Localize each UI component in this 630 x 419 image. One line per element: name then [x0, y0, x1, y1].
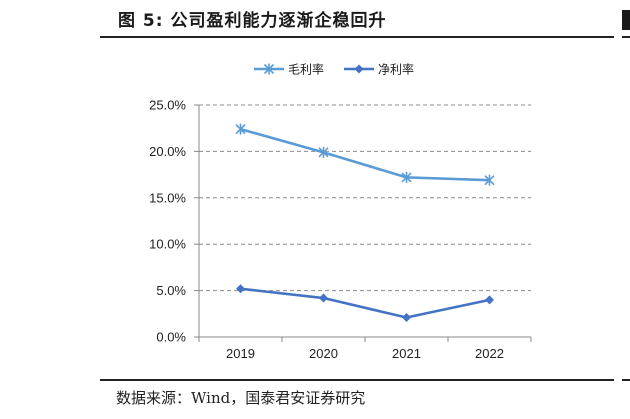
data-point	[402, 313, 411, 323]
source-note: 数据来源：Wind，国泰君安证券研究	[116, 389, 366, 407]
x-tick-label: 2022	[475, 346, 504, 361]
legend-marker	[263, 63, 275, 75]
source-divider	[100, 379, 614, 381]
data-point	[319, 293, 328, 303]
y-tick-label: 5.0%	[156, 283, 186, 298]
y-tick-label: 20.0%	[149, 144, 186, 159]
series-line	[240, 127, 490, 182]
x-tick-label: 2019	[226, 346, 255, 361]
y-tick-label: 25.0%	[149, 98, 186, 113]
legend-label: 净利率	[378, 62, 414, 77]
y-tick-label: 0.0%	[156, 330, 186, 345]
data-point	[401, 171, 412, 183]
legend-marker	[354, 64, 364, 74]
figure-title: 图 5: 公司盈利能力逐渐企稳回升	[118, 11, 387, 31]
data-point	[235, 123, 246, 135]
y-tick-label: 15.0%	[149, 190, 186, 205]
title-divider	[100, 36, 614, 38]
series-line	[240, 287, 490, 319]
y-tick-label: 10.0%	[149, 237, 186, 252]
data-point	[485, 295, 494, 305]
adjacent-divider-top	[622, 36, 630, 38]
adjacent-divider-bottom	[622, 379, 630, 381]
legend-label: 毛利率	[288, 62, 324, 77]
x-tick-label: 2021	[392, 346, 421, 361]
x-tick-label: 2020	[309, 346, 338, 361]
data-point	[236, 284, 245, 294]
adjacent-figure-edge	[622, 10, 630, 30]
data-point	[318, 146, 329, 158]
data-point	[484, 174, 495, 186]
